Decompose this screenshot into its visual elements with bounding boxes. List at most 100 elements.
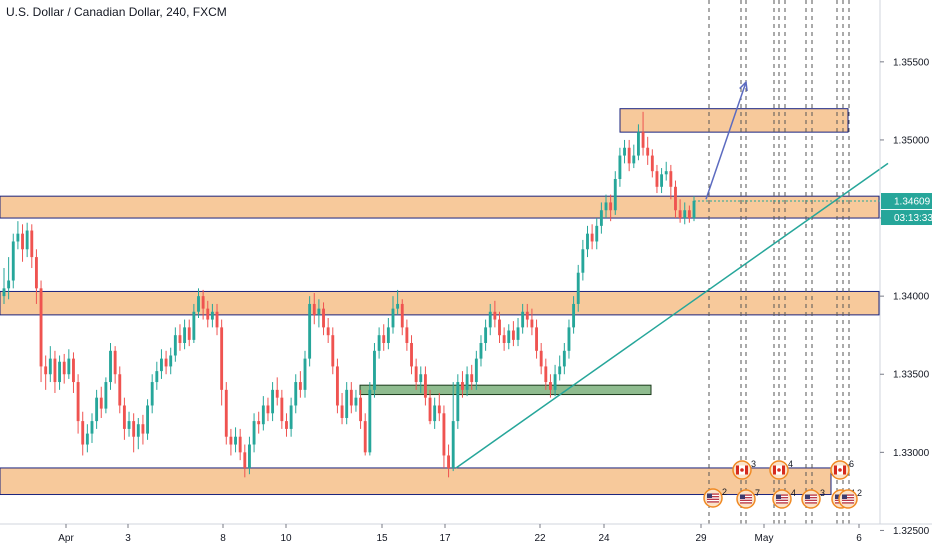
candle-body xyxy=(289,405,293,429)
candle-body xyxy=(11,241,15,281)
price-tick-label: 1.35500 xyxy=(893,57,930,68)
candle-body xyxy=(419,374,423,383)
candle-body xyxy=(535,327,538,351)
chart-title: U.S. Dollar / Canadian Dollar, 240, FXCM xyxy=(6,5,227,19)
time-tick-label: 3 xyxy=(125,533,131,544)
candle-body xyxy=(81,421,85,445)
usa-flag-icon xyxy=(740,494,752,504)
event-count-label: 7 xyxy=(755,488,760,498)
candle-body xyxy=(655,171,659,187)
candle-body xyxy=(572,303,576,328)
candle-body xyxy=(539,350,543,367)
candle-body xyxy=(687,210,691,219)
candle-body xyxy=(599,210,603,226)
candle-body xyxy=(396,303,400,309)
candle-body xyxy=(16,233,20,242)
event-marker: 6 xyxy=(830,459,854,480)
resistance-support-zone xyxy=(619,108,849,133)
usa-flag-stripe xyxy=(740,494,752,496)
candle-body xyxy=(525,311,529,320)
usa-flag-stripe xyxy=(842,494,854,496)
forecast-arrowhead xyxy=(739,80,748,92)
candle-body xyxy=(507,330,511,343)
event-count-label: 3 xyxy=(820,488,825,498)
usa-flag-stripe xyxy=(740,497,752,499)
time-axis[interactable]: Apr 3 8 10 15 17 22 24 29 May 6 xyxy=(0,523,932,544)
candle-body xyxy=(442,413,446,456)
candle-body xyxy=(488,311,492,328)
candle-body xyxy=(456,382,460,422)
candle-body xyxy=(470,374,474,383)
candle-body xyxy=(2,288,6,297)
candle-body xyxy=(187,327,191,340)
candle-body xyxy=(377,335,381,351)
candle-body xyxy=(85,433,89,445)
candle-body xyxy=(127,421,131,429)
candle-body xyxy=(229,436,233,445)
candle-body xyxy=(627,147,631,164)
candle-body xyxy=(382,335,386,343)
candle-body xyxy=(99,397,103,409)
candle-body xyxy=(136,424,140,437)
candle-body xyxy=(465,374,469,390)
candle-body xyxy=(76,382,80,422)
candle-body xyxy=(21,233,24,250)
time-tick-label: 22 xyxy=(534,533,546,544)
candle-body xyxy=(400,303,404,328)
candle-body xyxy=(581,249,585,273)
canada-flag-bar-right xyxy=(843,465,846,475)
event-marker: 2 xyxy=(703,487,727,508)
candle-body xyxy=(674,186,677,211)
candle-body xyxy=(544,366,548,383)
price-tick-label: 1.33500 xyxy=(893,370,930,381)
candle-body xyxy=(410,343,413,367)
candle-body xyxy=(359,397,363,422)
canada-flag-bar-left xyxy=(834,465,837,475)
candle-body xyxy=(405,327,409,343)
candle-body xyxy=(39,288,43,367)
candle-body xyxy=(308,303,312,359)
canada-flag-leaf xyxy=(777,468,781,472)
usa-flag-stripe xyxy=(707,501,719,503)
usa-flag-stripe xyxy=(707,493,719,495)
candle-body xyxy=(183,327,187,343)
event-count-label: 2 xyxy=(722,487,727,497)
candle-body xyxy=(479,343,483,359)
event-marker: 2 xyxy=(838,488,862,509)
time-tick-label: May xyxy=(755,533,774,544)
candle-body xyxy=(224,389,228,437)
candle-body xyxy=(285,421,288,429)
usa-flag-stripe xyxy=(776,494,788,496)
time-tick-label: 17 xyxy=(439,533,451,544)
candle-body xyxy=(169,355,173,367)
candle-body xyxy=(451,421,455,468)
countdown-tag xyxy=(881,210,932,226)
price-axis[interactable]: 1.325001.330001.335001.340001.345001.350… xyxy=(879,0,932,537)
price-tick-label: 1.34000 xyxy=(893,292,930,303)
candle-body xyxy=(692,200,696,219)
candle-body xyxy=(206,308,210,320)
candle-body xyxy=(331,335,335,367)
canada-flag-leaf xyxy=(838,468,842,472)
usa-flag-icon xyxy=(805,494,817,504)
time-tick-label: 29 xyxy=(695,533,707,544)
canada-flag-bar-right xyxy=(782,465,785,475)
candle-body xyxy=(664,171,668,175)
candle-body xyxy=(502,335,506,343)
price-tick-label: 1.32500 xyxy=(893,526,930,537)
candle-body xyxy=(437,405,441,414)
time-tick-label: 15 xyxy=(376,533,388,544)
candle-body xyxy=(280,397,284,422)
candle-body xyxy=(173,335,177,356)
forecast-arrow-shaft xyxy=(705,81,747,200)
candle-series xyxy=(2,111,696,478)
time-tick-label: 24 xyxy=(598,533,610,544)
candle-body xyxy=(595,225,599,242)
candle-body xyxy=(220,327,224,390)
candle-body xyxy=(363,421,367,453)
candle-body xyxy=(104,382,108,409)
candle-body xyxy=(90,421,94,434)
candle-body xyxy=(609,202,613,211)
candle-body xyxy=(530,319,534,328)
